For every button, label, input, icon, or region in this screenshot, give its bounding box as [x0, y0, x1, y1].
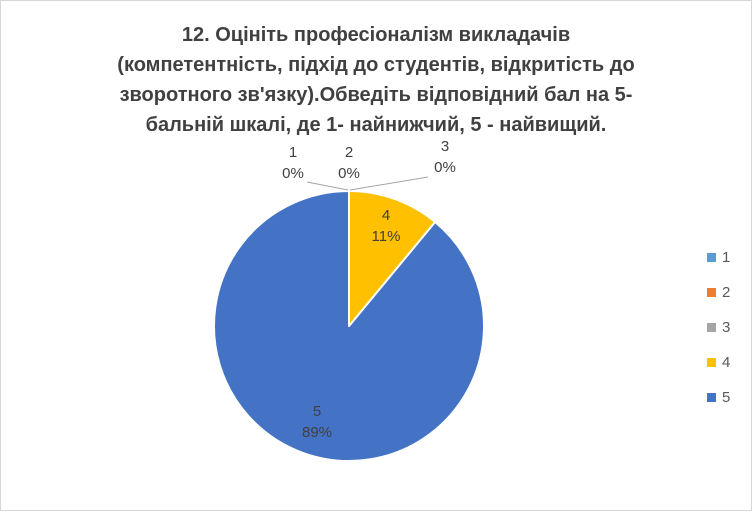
legend-label-5: 5 [722, 388, 731, 406]
data-label-percent: 0% [282, 165, 304, 182]
chart-title-line-3: зворотного зв'язку).Обведіть відповідний… [119, 84, 633, 106]
data-label-slice-4: 4 11% [372, 205, 401, 247]
legend-item-3: 3 [707, 318, 730, 336]
leader-line-label-1 [306, 181, 349, 191]
data-label-slice-5: 5 89% [302, 401, 332, 443]
legend-item-4: 4 [707, 353, 730, 371]
legend-label-4: 4 [722, 353, 731, 371]
legend-label-2: 2 [722, 283, 731, 301]
leader-line-label-3 [349, 176, 429, 191]
data-label-category: 4 [381, 207, 391, 224]
data-label-percent: 89% [301, 424, 333, 441]
chart-title: 12. Оцініть професіоналізм викладачів (к… [21, 20, 731, 140]
legend-item-1: 1 [707, 248, 730, 266]
legend: 1 2 3 4 5 [707, 248, 730, 423]
legend-swatch-3 [707, 322, 716, 332]
legend-swatch-5 [707, 392, 716, 402]
data-label-category: 5 [312, 403, 322, 420]
chart-title-line-1: 12. Оцініть професіоналізм викладачів [181, 24, 571, 46]
chart-title-line-2: (компетентність, підхід до студентів, ві… [117, 54, 635, 76]
legend-swatch-2 [707, 287, 716, 297]
pie-slice-4 [348, 190, 437, 327]
legend-label-3: 3 [722, 318, 731, 336]
legend-item-5: 5 [707, 388, 730, 406]
data-label-percent: 11% [371, 228, 401, 245]
legend-swatch-1 [707, 252, 716, 262]
data-label-slice-2: 2 0% [338, 142, 360, 184]
legend-item-2: 2 [707, 283, 730, 301]
data-label-percent: 0% [434, 159, 456, 176]
data-label-category: 2 [344, 144, 354, 161]
data-label-category: 1 [288, 144, 298, 161]
data-label-slice-1: 1 0% [282, 142, 304, 184]
legend-swatch-4 [707, 357, 716, 367]
data-label-category: 3 [440, 138, 450, 155]
data-label-slice-3: 3 0% [434, 136, 456, 178]
legend-label-1: 1 [722, 248, 731, 266]
data-label-percent: 0% [338, 165, 360, 182]
chart-title-line-4: бальній шкалі, де 1- найнижчий, 5 - найв… [145, 114, 607, 136]
